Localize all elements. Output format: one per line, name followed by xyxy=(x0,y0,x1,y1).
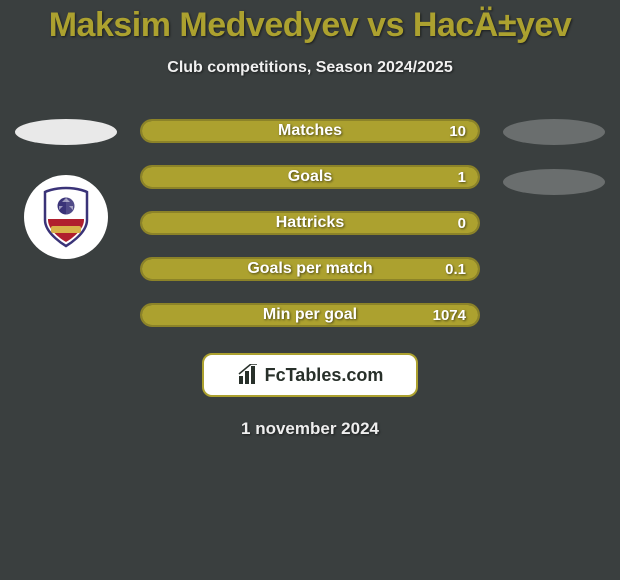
stat-bar-matches: Matches 10 xyxy=(140,119,480,143)
stat-bar-goals-per-match: Goals per match 0.1 xyxy=(140,257,480,281)
stat-right-value: 10 xyxy=(449,123,466,140)
stat-label: Goals xyxy=(142,168,478,186)
left-player-column xyxy=(10,119,122,259)
stat-label: Min per goal xyxy=(142,306,478,324)
comparison-row: Matches 10 Goals 1 Hattricks 0 Goals per… xyxy=(0,119,620,327)
left-player-ellipse xyxy=(15,119,117,145)
right-player-ellipse-1 xyxy=(503,119,605,145)
stat-right-value: 0.1 xyxy=(445,261,466,278)
stat-bars: Matches 10 Goals 1 Hattricks 0 Goals per… xyxy=(140,119,480,327)
club-crest-icon xyxy=(39,186,93,248)
stat-bar-min-per-goal: Min per goal 1074 xyxy=(140,303,480,327)
stat-right-value: 0 xyxy=(458,215,466,232)
brand-badge[interactable]: FcTables.com xyxy=(202,353,418,397)
page-subtitle: Club competitions, Season 2024/2025 xyxy=(167,59,452,77)
right-player-column xyxy=(498,119,610,195)
stat-bar-hattricks: Hattricks 0 xyxy=(140,211,480,235)
stat-label: Matches xyxy=(142,122,478,140)
bar-chart-icon xyxy=(237,364,259,386)
left-player-crest xyxy=(24,175,108,259)
content-root: Maksim Medvedyev vs HacÄ±yev Club compet… xyxy=(0,0,620,580)
stat-right-value: 1 xyxy=(458,169,466,186)
stat-bar-goals: Goals 1 xyxy=(140,165,480,189)
date-text: 1 november 2024 xyxy=(241,419,379,439)
stat-label: Goals per match xyxy=(142,260,478,278)
page-title: Maksim Medvedyev vs HacÄ±yev xyxy=(49,6,572,45)
right-player-ellipse-2 xyxy=(503,169,605,195)
brand-text: FcTables.com xyxy=(265,365,384,386)
stat-right-value: 1074 xyxy=(433,307,466,324)
stat-label: Hattricks xyxy=(142,214,478,232)
